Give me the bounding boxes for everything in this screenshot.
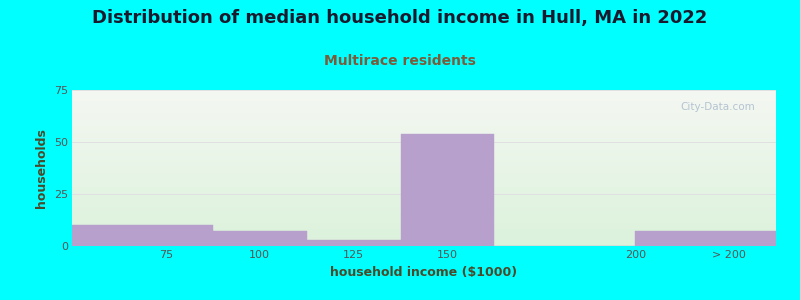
Text: Distribution of median household income in Hull, MA in 2022: Distribution of median household income … <box>92 9 708 27</box>
X-axis label: household income ($1000): household income ($1000) <box>330 266 518 279</box>
Bar <box>401 134 494 246</box>
Bar <box>306 240 401 246</box>
Text: City-Data.com: City-Data.com <box>680 103 755 112</box>
Bar <box>72 225 213 246</box>
Y-axis label: households: households <box>35 128 48 208</box>
Bar <box>213 231 306 246</box>
Bar <box>635 231 776 246</box>
Text: Multirace residents: Multirace residents <box>324 54 476 68</box>
